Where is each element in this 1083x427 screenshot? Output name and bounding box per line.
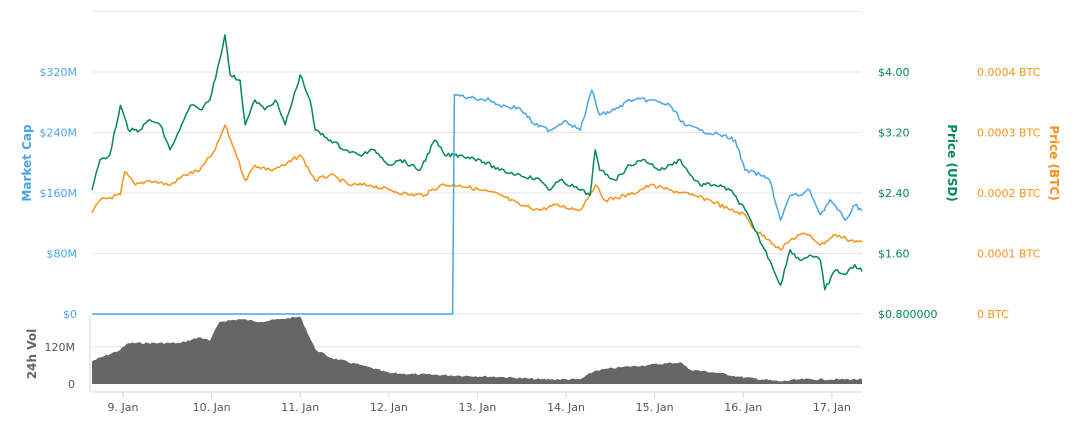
price-usd-tick-label: $4.00 (878, 66, 910, 79)
volume-tick-label: 0 (68, 378, 75, 391)
volume-panel (89, 316, 862, 393)
price-usd-tick-label: $1.60 (878, 248, 910, 261)
x-tick-label: 12. Jan (370, 401, 408, 414)
price-btc-tick-label: 0.0003 BTC (977, 127, 1041, 140)
volume-area (92, 316, 862, 384)
x-tick-label: 15. Jan (636, 401, 674, 414)
market-cap-tick-label: $240M (40, 127, 78, 140)
market-cap-tick-label: $80M (47, 248, 78, 261)
series-lines (91, 34, 863, 315)
axis-labels: $0 $80M $160M $240M $320M $0.800000 $1.60 $2.40… (40, 66, 1041, 414)
price-btc-tick-label: 0.0004 BTC (977, 66, 1041, 79)
price-usd-line (91, 34, 863, 291)
price-btc-axis-title: Price (BTC) (1047, 125, 1061, 200)
market-cap-tick-label: $320M (40, 66, 78, 79)
price-usd-tick-label: $0.800000 (878, 308, 938, 321)
volume-axis-title: 24h Vol (25, 329, 39, 379)
price-btc-tick-label: 0 BTC (977, 308, 1009, 321)
price-usd-tick-label: $3.20 (878, 127, 910, 140)
volume-tick-label: 120M (45, 341, 76, 354)
market-cap-line (92, 89, 863, 315)
market-cap-tick-label: $160M (40, 187, 78, 200)
price-btc-tick-label: 0.0002 BTC (977, 187, 1041, 200)
x-tick-label: 17. Jan (813, 401, 851, 414)
gridlines (92, 11, 862, 348)
market-cap-tick-label: $0 (63, 308, 77, 321)
market-cap-axis-title: Market Cap (20, 124, 34, 202)
x-tick-label: 16. Jan (724, 401, 762, 414)
x-tick-label: 14. Jan (547, 401, 585, 414)
x-tick-label: 9. Jan (108, 401, 139, 414)
price-btc-line (91, 124, 863, 251)
price-btc-tick-label: 0.0001 BTC (977, 248, 1041, 261)
price-usd-tick-label: $2.40 (878, 187, 910, 200)
x-tick-label: 11. Jan (281, 401, 319, 414)
price-usd-axis-title: Price (USD) (945, 124, 959, 202)
x-tick-label: 10. Jan (193, 401, 231, 414)
x-tick-label: 13. Jan (458, 401, 496, 414)
